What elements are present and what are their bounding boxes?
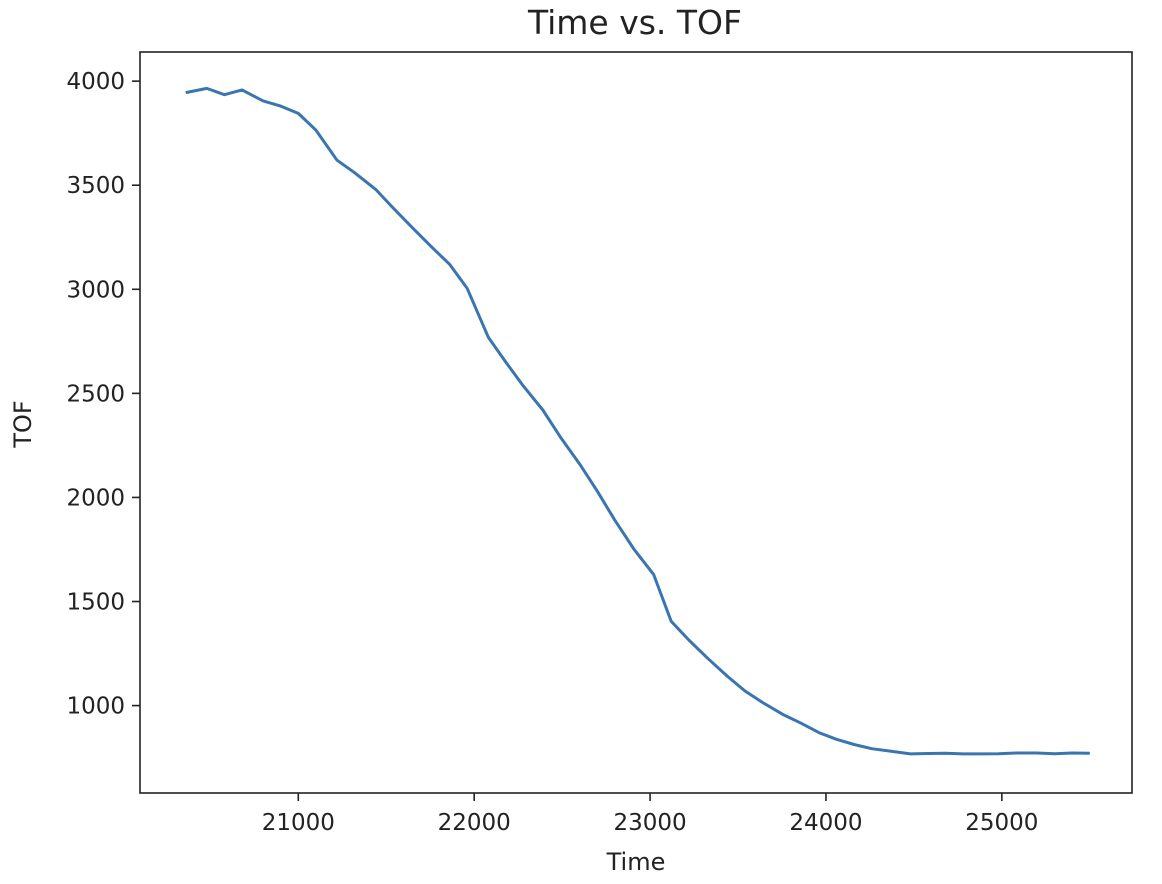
x-axis: 21000 22000 23000 24000 25000 — [262, 793, 1038, 836]
y-tick-label: 1000 — [66, 694, 125, 720]
plot-frame — [139, 51, 1133, 794]
series-line-tof — [185, 86, 1090, 756]
x-tick-label: 25000 — [965, 810, 1038, 836]
y-tick-label: 3500 — [66, 173, 125, 199]
y-tick-label: 2500 — [66, 381, 125, 407]
y-tick-label: 3000 — [66, 277, 125, 303]
y-axis: 1000 1500 2000 2500 3000 3500 4000 — [66, 69, 140, 720]
x-tick-label: 23000 — [613, 810, 686, 836]
y-tick-label: 1500 — [66, 590, 125, 616]
y-tick-label: 2000 — [66, 485, 125, 511]
plot-area — [185, 86, 1090, 756]
chart-title: Time vs. TOF — [527, 3, 742, 42]
y-axis-label: TOF — [9, 400, 37, 448]
y-tick-label: 4000 — [66, 69, 125, 95]
x-tick-label: 22000 — [438, 810, 511, 836]
x-tick-label: 21000 — [262, 810, 335, 836]
x-tick-label: 24000 — [789, 810, 862, 836]
x-axis-label: Time — [606, 848, 666, 876]
